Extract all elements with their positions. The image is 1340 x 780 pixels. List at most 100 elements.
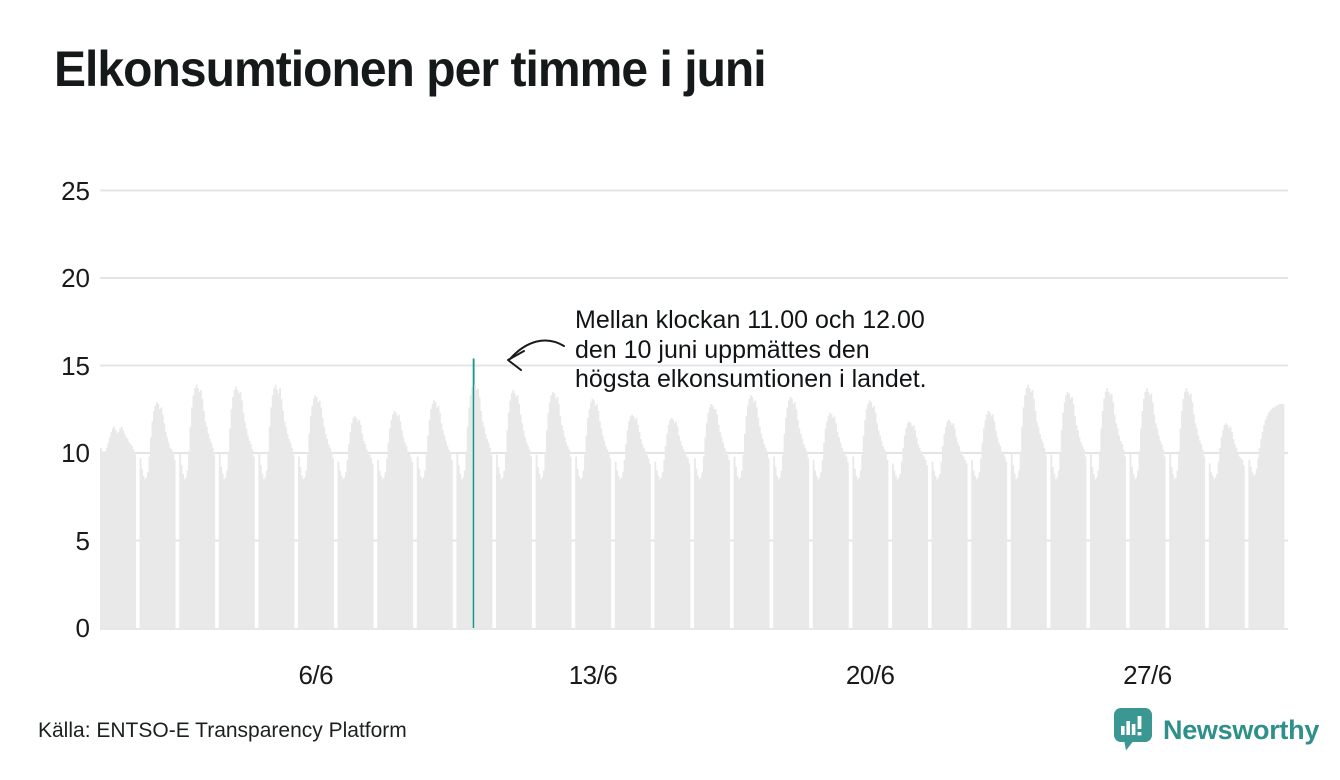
hour-bar bbox=[268, 426, 271, 628]
hour-bar bbox=[1121, 444, 1123, 628]
hour-bar bbox=[356, 421, 359, 628]
hour-bar bbox=[1028, 388, 1031, 628]
hour-bar bbox=[364, 444, 367, 628]
hour-bar bbox=[185, 477, 187, 628]
hour-bar bbox=[1034, 411, 1037, 628]
hour-bar bbox=[440, 423, 443, 628]
hour-bar bbox=[399, 421, 402, 628]
hour-bar bbox=[223, 479, 226, 628]
hour-bar bbox=[1214, 477, 1217, 628]
hour-bar bbox=[632, 416, 635, 628]
hour-bar bbox=[339, 470, 341, 628]
hour-bar bbox=[220, 467, 223, 628]
hour-bar bbox=[802, 444, 805, 628]
hour-bar bbox=[114, 430, 117, 628]
hour-bar bbox=[1150, 393, 1153, 628]
hour-bar bbox=[568, 449, 571, 628]
hour-bar bbox=[620, 477, 623, 628]
hour-bar bbox=[923, 456, 925, 628]
hour-bar bbox=[132, 449, 135, 628]
hour-bar bbox=[1254, 474, 1257, 628]
hour-bar bbox=[524, 437, 527, 628]
hour-bar bbox=[1194, 423, 1197, 628]
hour-bar bbox=[858, 477, 861, 628]
hour-bar bbox=[1139, 428, 1142, 628]
hour-bar bbox=[446, 446, 449, 628]
hour-bar bbox=[120, 426, 123, 628]
hour-bar bbox=[852, 456, 855, 628]
hour-bar bbox=[1220, 437, 1223, 628]
hour-bar bbox=[474, 384, 477, 628]
annotation: Mellan klockan 11.00 och 12.00 den 10 ju… bbox=[575, 306, 927, 395]
annotation-line: Mellan klockan 11.00 och 12.00 bbox=[575, 306, 925, 334]
hour-bar bbox=[1021, 426, 1024, 628]
hour-bar bbox=[868, 400, 871, 628]
annotation-line: den 10 juni uppmättes den bbox=[575, 335, 870, 364]
hour-bar bbox=[418, 468, 421, 628]
hour-bar bbox=[1252, 475, 1255, 628]
hour-bar bbox=[655, 470, 658, 628]
hour-bar bbox=[975, 479, 978, 628]
hour-bar bbox=[989, 412, 991, 628]
hour-bar bbox=[886, 460, 889, 628]
hour-bar bbox=[484, 433, 487, 628]
hour-bar bbox=[1013, 474, 1016, 628]
hour-bar bbox=[1110, 393, 1113, 628]
hour-bar bbox=[1163, 456, 1166, 628]
hour-bar bbox=[738, 479, 740, 628]
hour-bar bbox=[346, 460, 349, 628]
hour-bar bbox=[556, 397, 559, 628]
hour-bar bbox=[684, 453, 686, 628]
hour-bar bbox=[1266, 416, 1269, 628]
hour-bar bbox=[151, 421, 154, 628]
hour-bar bbox=[986, 414, 988, 628]
hour-bar bbox=[997, 442, 1000, 628]
hour-bar bbox=[512, 390, 515, 628]
hour-bar bbox=[158, 409, 161, 628]
hour-bar bbox=[199, 390, 202, 628]
hour-bar bbox=[1024, 395, 1026, 628]
hour-bar bbox=[736, 475, 739, 628]
annotation-arrow-icon bbox=[507, 339, 565, 371]
hour-bar bbox=[367, 453, 370, 628]
x-tick-label: 20/6 bbox=[845, 660, 895, 690]
hour-bar bbox=[1025, 388, 1028, 628]
hour-bar bbox=[1074, 416, 1076, 628]
hour-bar bbox=[601, 435, 604, 628]
hour-bar bbox=[428, 419, 431, 628]
hour-bar bbox=[758, 426, 761, 628]
hour-bar bbox=[1065, 395, 1068, 628]
hour-bar bbox=[804, 447, 807, 628]
hour-bar bbox=[939, 474, 941, 628]
hour-bar bbox=[1182, 398, 1185, 628]
hour-bar bbox=[317, 402, 320, 628]
hour-bar bbox=[565, 442, 568, 628]
hour-bar bbox=[1231, 432, 1233, 628]
hour-bar bbox=[1187, 391, 1189, 628]
hour-bar bbox=[1092, 474, 1095, 628]
hour-bar bbox=[141, 468, 143, 628]
hour-bar bbox=[843, 454, 846, 628]
hour-bar bbox=[1144, 391, 1147, 628]
hour-bar bbox=[197, 388, 199, 628]
hour-bar bbox=[480, 411, 482, 628]
hour-bar bbox=[1179, 428, 1182, 628]
hour-bar bbox=[892, 463, 894, 628]
hour-bar bbox=[1037, 426, 1040, 628]
hour-bar bbox=[584, 454, 586, 628]
hour-bar bbox=[870, 402, 873, 628]
hour-bar bbox=[1101, 411, 1104, 628]
hour-bar bbox=[510, 393, 513, 628]
hour-bar bbox=[164, 432, 167, 628]
hour-bar bbox=[590, 402, 592, 628]
hour-bar bbox=[361, 433, 364, 628]
hour-bar bbox=[1236, 453, 1239, 628]
hour-bar bbox=[593, 400, 595, 628]
hour-bar bbox=[1030, 391, 1032, 628]
hour-bar bbox=[1248, 460, 1251, 628]
hour-bar bbox=[780, 470, 783, 628]
hour-bar bbox=[704, 437, 707, 628]
hour-bar bbox=[698, 479, 701, 628]
hour-bar bbox=[431, 404, 434, 628]
hour-bar bbox=[541, 477, 544, 628]
